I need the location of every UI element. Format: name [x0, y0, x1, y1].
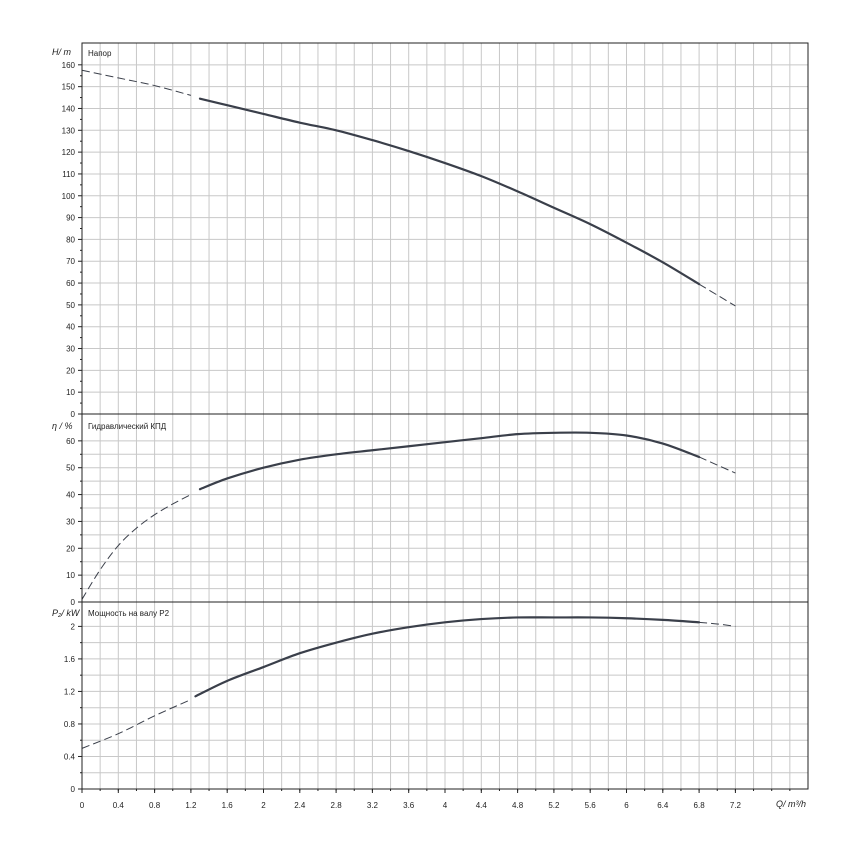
y-tick-label: 20	[66, 366, 75, 375]
x-axis-label: Q/ m³/h	[776, 799, 806, 809]
y-tick-label: 150	[62, 83, 76, 92]
y-tick-label: 1.6	[64, 655, 76, 664]
y-tick-label: 30	[66, 517, 75, 526]
curve-solid	[198, 431, 701, 491]
x-tick-label: 6.4	[657, 801, 669, 810]
curve-dashed-end	[698, 283, 736, 307]
x-tick-label: 1.6	[222, 801, 234, 810]
curve-dashed-start	[81, 494, 192, 600]
x-tick-label: 5.2	[548, 801, 560, 810]
curve-dashed-start	[81, 699, 192, 749]
curve-solid	[194, 616, 701, 698]
panel-frame	[81, 601, 809, 790]
y-tick-label: 60	[66, 279, 75, 288]
y-tick-label: 0	[71, 410, 76, 419]
head-y-axis-label: H/ m	[52, 47, 72, 57]
y-tick-label: 1.2	[64, 687, 76, 696]
y-tick-label: 90	[66, 214, 75, 223]
y-tick-label: 160	[62, 61, 76, 70]
panel-frames	[78, 42, 809, 793]
power-y-axis-label: P₂/ kW	[52, 608, 81, 618]
y-tick-label: 110	[62, 170, 75, 179]
y-tick-label: 0	[71, 598, 76, 607]
y-tick-label: 20	[66, 544, 75, 553]
y-tick-label: 80	[66, 235, 75, 244]
x-tick-label: 4.4	[476, 801, 488, 810]
y-tick-label: 0.4	[64, 752, 76, 761]
y-tick-label: 60	[66, 437, 75, 446]
x-tick-label: 2.8	[331, 801, 343, 810]
x-tick-label: 6	[624, 801, 629, 810]
y-tick-label: 30	[66, 345, 75, 354]
y-tick-label: 0	[71, 785, 76, 794]
x-tick-label: 1.2	[185, 801, 197, 810]
y-tick-label: 40	[66, 491, 75, 500]
x-tick-label: 5.6	[585, 801, 597, 810]
x-tick-label: 4.8	[512, 801, 524, 810]
x-tick-label: 0	[80, 801, 85, 810]
x-tick-label: 6.8	[694, 801, 706, 810]
x-tick-label: 7.2	[730, 801, 742, 810]
y-tick-label: 100	[62, 192, 76, 201]
curve-dashed-end	[698, 456, 736, 474]
x-tick-label: 0.8	[149, 801, 161, 810]
curve-dashed-start	[81, 69, 192, 96]
x-tick-label: 2.4	[294, 801, 306, 810]
power-panel-title: Мощность на валу P2	[88, 609, 170, 618]
x-tick-label: 3.2	[367, 801, 379, 810]
head-panel-title: Напор	[88, 49, 112, 58]
y-tick-label: 70	[66, 257, 75, 266]
x-tick-label: 3.6	[403, 801, 415, 810]
x-tick-label: 0.4	[113, 801, 125, 810]
y-tick-label: 50	[66, 464, 75, 473]
grid-lines	[82, 43, 808, 789]
efficiency-panel-title: Гидравлический КПД	[88, 422, 167, 431]
x-tick-label: 4	[443, 801, 448, 810]
y-tick-label: 0.8	[64, 720, 76, 729]
y-tick-label: 50	[66, 301, 75, 310]
y-tick-label: 40	[66, 323, 75, 332]
curve-solid	[198, 97, 701, 286]
y-tick-label: 140	[62, 104, 76, 113]
y-tick-label: 10	[66, 388, 75, 397]
y-tick-label: 2	[71, 622, 76, 631]
y-tick-label: 120	[62, 148, 76, 157]
y-tick-label: 10	[66, 571, 75, 580]
curves	[81, 69, 736, 749]
x-tick-label: 2	[261, 801, 266, 810]
labels: 0 0.4 0.8 1.2 1.6 2 2.4 2.8 3.2 3.6 4 4.4 4.8 5.2 5.6 6…	[62, 61, 742, 810]
y-tick-label: 130	[62, 126, 76, 135]
efficiency-y-axis-label: η / %	[52, 421, 73, 431]
curve-dashed-end	[699, 621, 736, 627]
